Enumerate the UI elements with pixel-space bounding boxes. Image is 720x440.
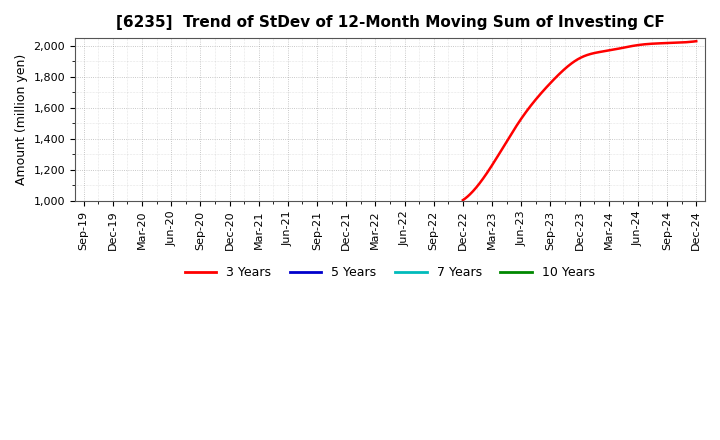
- Title: [6235]  Trend of StDev of 12-Month Moving Sum of Investing CF: [6235] Trend of StDev of 12-Month Moving…: [116, 15, 665, 30]
- Legend: 3 Years, 5 Years, 7 Years, 10 Years: 3 Years, 5 Years, 7 Years, 10 Years: [180, 261, 600, 284]
- Y-axis label: Amount (million yen): Amount (million yen): [15, 54, 28, 185]
